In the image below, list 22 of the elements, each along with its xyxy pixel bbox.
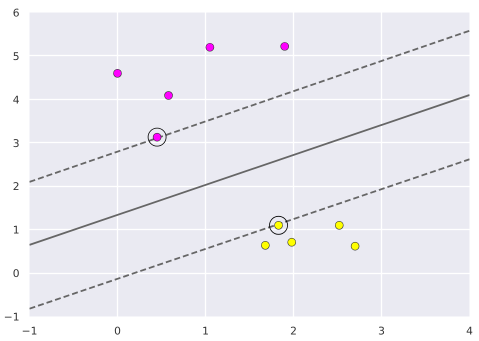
point bbox=[287, 238, 296, 247]
y-tick-label: 6 bbox=[12, 6, 20, 20]
y-tick-label: 1 bbox=[12, 224, 20, 237]
y-tick-label: 2 bbox=[12, 180, 20, 194]
y-tick-label: −1 bbox=[4, 310, 20, 324]
x-tick-label: 4 bbox=[466, 324, 474, 338]
point bbox=[334, 221, 344, 230]
point bbox=[164, 91, 173, 100]
point bbox=[206, 42, 214, 52]
y-tick-label: 3 bbox=[12, 136, 20, 150]
x-tick-label: 1 bbox=[202, 324, 209, 338]
y-tick-label: 0 bbox=[12, 267, 20, 280]
y-tick-label: 4 bbox=[12, 93, 20, 106]
x-tick-label: 0 bbox=[114, 324, 122, 338]
point bbox=[261, 240, 270, 250]
point bbox=[350, 242, 360, 250]
x-tick-label: 2 bbox=[290, 324, 297, 338]
y-tick-label: 5 bbox=[12, 50, 20, 63]
x-tick-label: 3 bbox=[378, 324, 385, 338]
x-tick-label: −1 bbox=[22, 324, 38, 338]
point bbox=[280, 42, 289, 51]
point bbox=[113, 69, 122, 78]
